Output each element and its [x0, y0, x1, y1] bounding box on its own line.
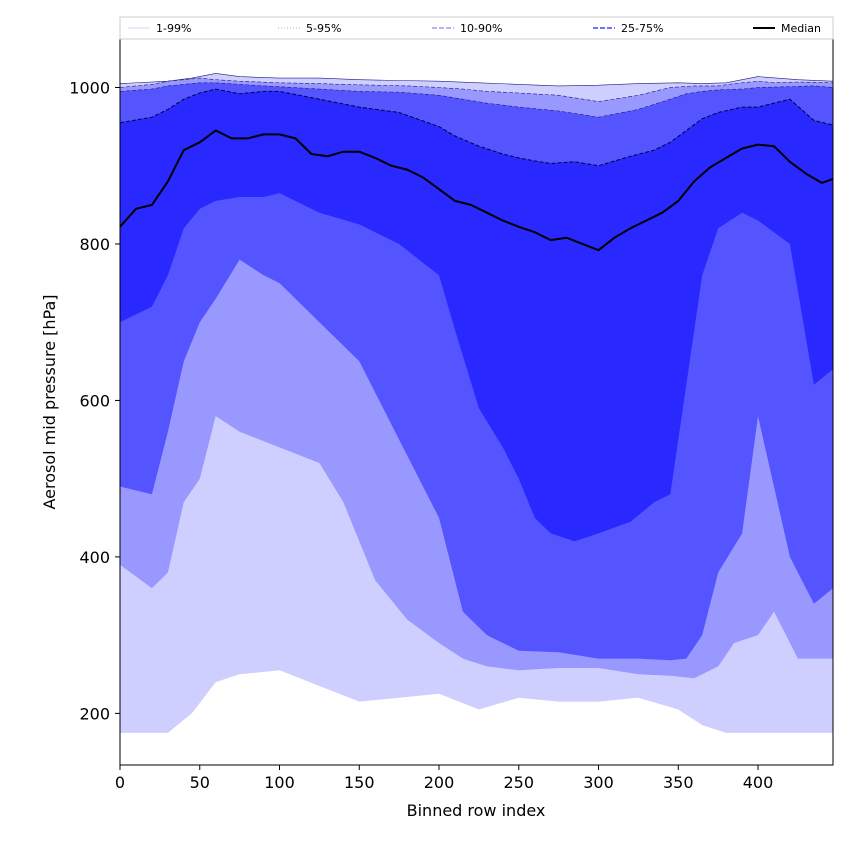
legend: 1-99% 5-95% 10-90% 25-75% Median [119, 16, 834, 40]
x-tick-label: 0 [115, 773, 125, 792]
band-upper-line [120, 88, 833, 167]
y-tick-label: 1000 [69, 79, 110, 98]
x-tick-label: 50 [190, 773, 210, 792]
legend-label: 10-90% [460, 22, 502, 35]
legend-label: 5-95% [306, 22, 341, 35]
legend-box [119, 16, 834, 40]
legend-label: 1-99% [156, 22, 191, 35]
band-upper-line [120, 77, 833, 102]
y-tick-label: 800 [79, 235, 110, 254]
y-axis: 200 400 600 800 1000 [69, 79, 120, 723]
median-layer [120, 129, 833, 252]
y-tick-label: 400 [79, 548, 110, 567]
x-tick-label: 350 [663, 773, 694, 792]
y-tick-label: 600 [79, 391, 110, 410]
x-axis-label: Binned row index [407, 801, 546, 820]
band-upper-line [120, 82, 833, 118]
median-line [120, 129, 833, 252]
y-tick-label: 200 [79, 704, 110, 723]
x-axis: 0 50 100 150 200 250 300 350 400 [115, 765, 773, 792]
x-tick-label: 150 [344, 773, 375, 792]
y-axis-label: Aerosol mid pressure [hPa] [40, 294, 59, 509]
x-tick-label: 100 [264, 773, 295, 792]
x-tick-label: 250 [503, 773, 534, 792]
x-tick-label: 200 [424, 773, 455, 792]
band-upper-line [120, 73, 833, 87]
legend-label: 25-75% [621, 22, 663, 35]
x-tick-label: 400 [743, 773, 774, 792]
bands-layer [120, 73, 833, 733]
x-tick-label: 300 [583, 773, 614, 792]
band-25-75pct [120, 89, 833, 542]
legend-label: Median [781, 22, 821, 35]
